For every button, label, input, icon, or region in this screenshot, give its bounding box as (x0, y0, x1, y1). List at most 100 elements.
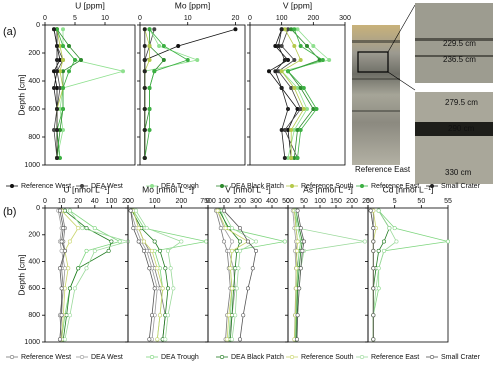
x-axis-label: V [ppm] (283, 0, 312, 10)
legend-marker (429, 354, 434, 359)
legend-label: DEA Black Patch (231, 354, 284, 361)
data-point (230, 248, 235, 253)
data-point (60, 57, 65, 62)
data-point (160, 286, 165, 291)
data-point (147, 337, 152, 342)
y-tick-label: 200 (28, 232, 40, 239)
legend-marker (10, 184, 15, 189)
y-axis-label: Depth [cm] (16, 74, 26, 115)
data-point (295, 226, 300, 231)
data-point (233, 27, 238, 32)
data-point (60, 107, 65, 112)
data-point (171, 286, 176, 291)
data-point (147, 27, 152, 32)
data-point (67, 286, 72, 291)
data-point (152, 286, 157, 291)
data-point (61, 226, 66, 231)
series-line (56, 29, 124, 159)
x-tick-label: 200 (307, 15, 319, 22)
series-line (372, 210, 449, 340)
data-point (371, 239, 376, 244)
data-point (150, 248, 155, 253)
y-tick-label: 400 (28, 78, 40, 85)
data-point (92, 226, 97, 231)
series-line (132, 210, 164, 340)
data-point (66, 266, 71, 271)
data-point (279, 69, 284, 74)
series-line (131, 210, 169, 340)
data-point (298, 266, 303, 271)
data-point (62, 266, 67, 271)
data-point (57, 208, 62, 213)
legend-marker (80, 354, 85, 359)
series-line (53, 29, 58, 158)
data-point (60, 86, 65, 91)
data-point (285, 69, 290, 74)
x-tick-label: 300 (339, 15, 351, 22)
series-line (53, 29, 64, 159)
data-point (294, 248, 299, 253)
data-point (222, 208, 227, 213)
data-point (279, 128, 284, 133)
data-point (230, 286, 235, 291)
data-point (371, 286, 376, 291)
x-tick-label: 0 (286, 198, 290, 205)
data-point (228, 266, 233, 271)
data-point (168, 266, 173, 271)
x-tick-label: 200 (175, 198, 187, 205)
data-point (158, 248, 163, 253)
series-line (64, 210, 130, 340)
data-point (67, 313, 72, 318)
core-photo (352, 3, 493, 184)
series-line (217, 210, 249, 340)
x-tick-label: 100 (218, 198, 230, 205)
data-point (84, 248, 89, 253)
data-point (238, 248, 243, 253)
data-point (387, 226, 392, 231)
data-point (292, 57, 297, 62)
series-line (223, 210, 257, 340)
x-tick-label: 100 (276, 15, 288, 22)
legend-label: Reference East (371, 354, 419, 361)
legend-marker (220, 184, 225, 189)
series-line (56, 29, 76, 159)
x-tick-label: 7500 (200, 198, 216, 205)
data-point (67, 208, 72, 213)
data-point (246, 239, 251, 244)
data-point (230, 239, 235, 244)
data-point (142, 27, 147, 32)
y-axis-label: Depth [cm] (16, 254, 26, 295)
legend-label: Small Crater (441, 183, 481, 190)
series-line (294, 210, 299, 340)
data-point (176, 43, 181, 48)
data-point (238, 239, 243, 244)
data-point (301, 86, 306, 91)
data-point (147, 57, 152, 62)
data-point (144, 226, 149, 231)
x-tick-label: 10 (58, 198, 66, 205)
data-point (254, 239, 259, 244)
data-point (292, 43, 297, 48)
x-tick-label: 400 (266, 198, 278, 205)
data-point (301, 107, 306, 112)
data-point (57, 337, 62, 342)
data-point (67, 69, 72, 74)
data-point (381, 248, 386, 253)
legend-marker (429, 184, 434, 189)
data-point (142, 43, 147, 48)
data-point (136, 239, 141, 244)
data-point (295, 208, 300, 213)
data-point (166, 313, 171, 318)
data-point (54, 128, 59, 133)
data-point (57, 266, 62, 271)
x-tick-label: 200 (122, 198, 134, 205)
legend-label: Reference South (301, 183, 354, 190)
data-point (223, 226, 228, 231)
x-tick-label: 250 (362, 198, 374, 205)
data-point (142, 107, 147, 112)
legend-label: DEA Black Patch (231, 183, 284, 190)
legend-label: Reference South (301, 354, 354, 361)
data-point (362, 239, 367, 244)
data-point (292, 27, 297, 32)
series-line (144, 28, 236, 158)
